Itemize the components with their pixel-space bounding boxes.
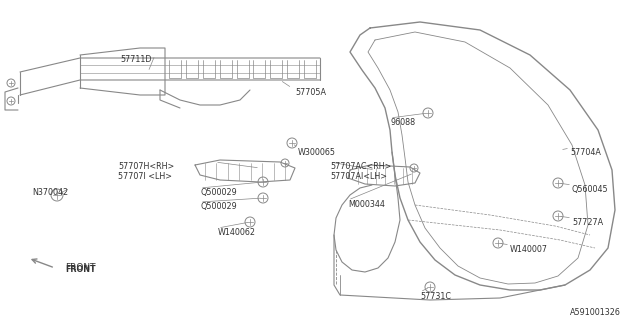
Text: 57707AI<LH>: 57707AI<LH> <box>330 172 387 181</box>
Text: 96088: 96088 <box>390 118 415 127</box>
Text: 57707AC<RH>: 57707AC<RH> <box>330 162 392 171</box>
Text: Q500029: Q500029 <box>200 202 237 211</box>
Text: N370042: N370042 <box>32 188 68 197</box>
Text: Q500029: Q500029 <box>200 188 237 197</box>
Text: 57704A: 57704A <box>570 148 601 157</box>
Text: 57705A: 57705A <box>295 88 326 97</box>
Text: 57707H<RH>: 57707H<RH> <box>118 162 174 171</box>
Text: FRONT: FRONT <box>65 265 95 274</box>
Text: 57707I <LH>: 57707I <LH> <box>118 172 172 181</box>
Text: FRONT: FRONT <box>65 263 95 272</box>
Text: 57711D: 57711D <box>120 55 152 64</box>
Text: W140007: W140007 <box>510 245 548 254</box>
Text: M000344: M000344 <box>348 200 385 209</box>
Text: 57727A: 57727A <box>572 218 603 227</box>
Text: W140062: W140062 <box>218 228 256 237</box>
Text: Q560045: Q560045 <box>572 185 609 194</box>
Text: 57731C: 57731C <box>420 292 451 301</box>
Text: W300065: W300065 <box>298 148 336 157</box>
Text: A591001326: A591001326 <box>570 308 621 317</box>
